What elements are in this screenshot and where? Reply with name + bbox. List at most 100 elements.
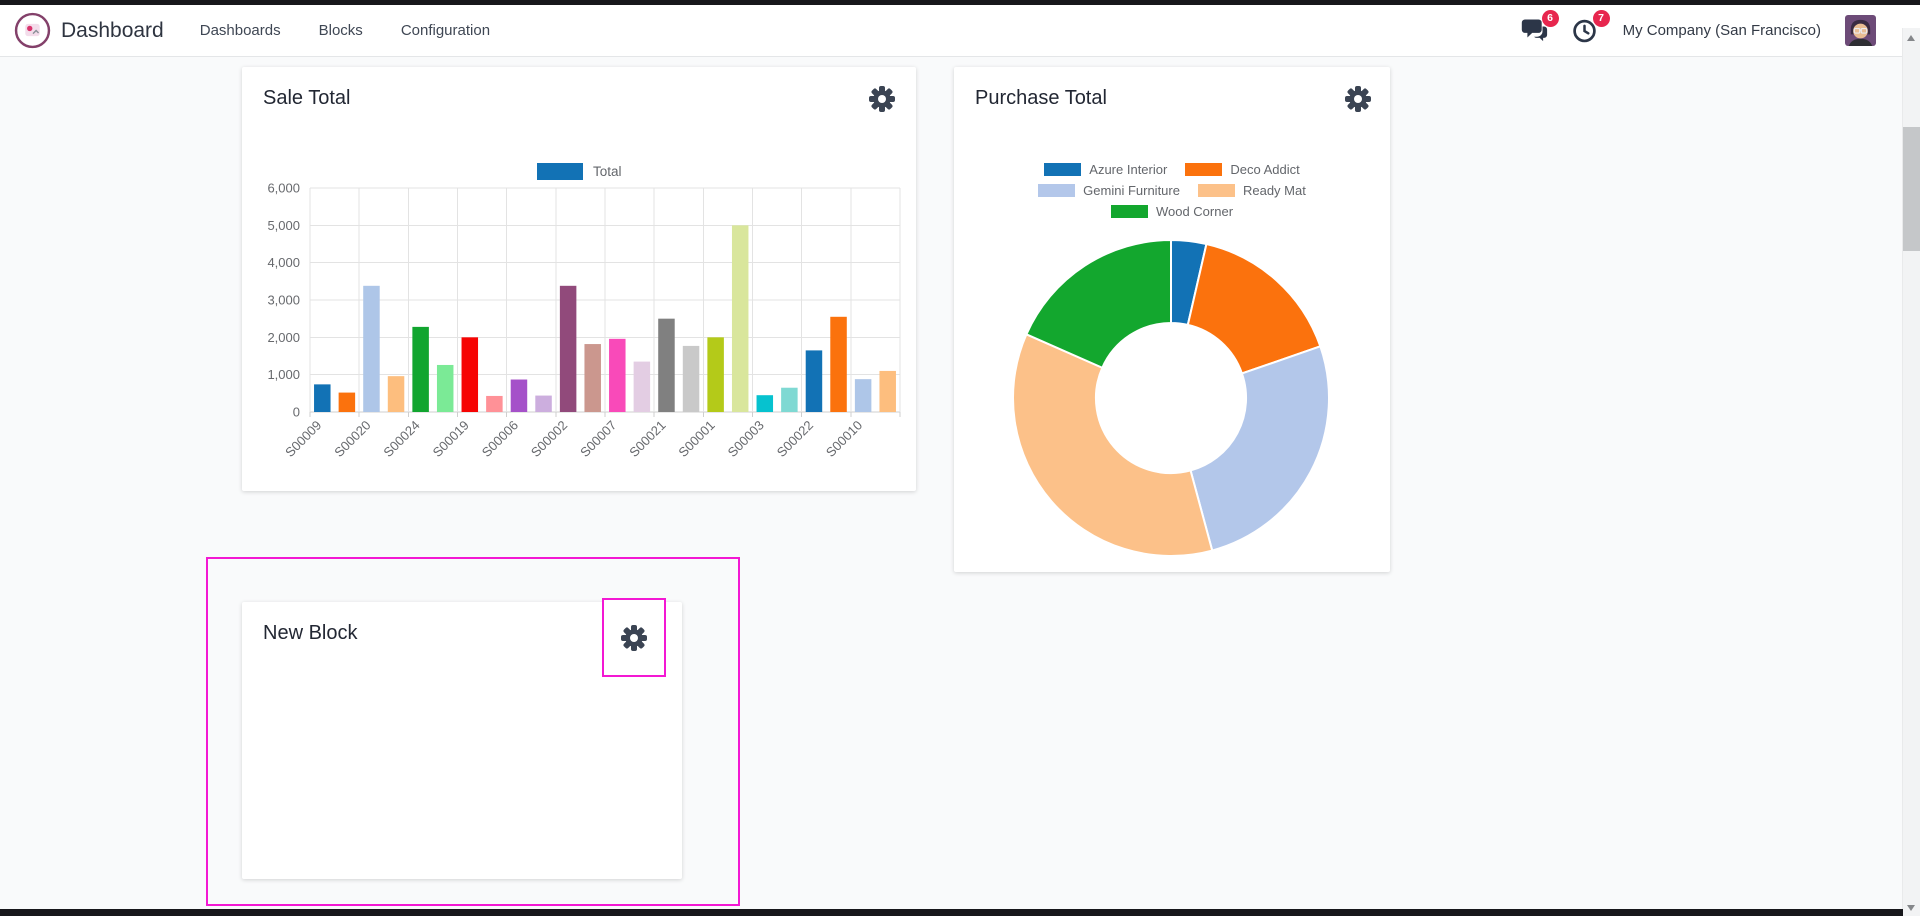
vertical-scrollbar[interactable]: [1902, 28, 1920, 916]
bar[interactable]: [658, 318, 675, 412]
bar[interactable]: [412, 326, 429, 412]
bar[interactable]: [682, 345, 700, 412]
bar[interactable]: [830, 316, 847, 412]
bar[interactable]: [486, 395, 503, 412]
x-tick-label: S00021: [626, 418, 668, 460]
menu-dashboards[interactable]: Dashboards: [199, 22, 281, 39]
messages-counter-badge: 6: [1541, 9, 1559, 27]
menu-blocks[interactable]: Blocks: [318, 22, 363, 39]
sale-total-settings-button[interactable]: [868, 85, 896, 113]
x-tick-label: S00024: [380, 418, 422, 460]
new-block-title: New Block: [263, 622, 358, 644]
gear-icon: [621, 624, 647, 651]
legend-item[interactable]: Wood Corner: [1110, 204, 1234, 219]
bar[interactable]: [559, 285, 577, 412]
legend-item[interactable]: Gemini Furniture: [1038, 183, 1180, 198]
navbar-systray: 6 7 My Company (San Francisco): [1521, 9, 1876, 46]
y-tick-label: 6,000: [267, 181, 300, 196]
x-tick-label: S00002: [528, 418, 570, 460]
bar[interactable]: [805, 350, 823, 412]
new-block-settings-button[interactable]: [620, 624, 648, 652]
scrollbar-thumb[interactable]: [1903, 127, 1920, 251]
purchase-total-settings-button[interactable]: [1344, 85, 1372, 113]
bar[interactable]: [314, 384, 331, 412]
bar[interactable]: [338, 392, 356, 412]
y-tick-label: 4,000: [267, 255, 300, 270]
bar[interactable]: [436, 364, 454, 412]
sale-total-bar-chart[interactable]: 0 1,000 2,000 3,000 4,000 5,000 6,000 S00009 S00…: [242, 67, 916, 491]
legend-item[interactable]: Deco Addict: [1185, 162, 1300, 177]
legend-item[interactable]: Ready Mat: [1197, 183, 1306, 198]
activities-counter-badge: 7: [1592, 9, 1610, 27]
legend-swatch: [1110, 205, 1148, 218]
clock-icon: [1572, 19, 1596, 42]
x-tick-label: S00019: [430, 418, 472, 460]
legend-label: Deco Addict: [1230, 162, 1300, 177]
legend-label[interactable]: Total: [593, 164, 622, 179]
window-top-edge: [0, 0, 1920, 5]
bar[interactable]: [756, 395, 774, 412]
bar[interactable]: [781, 387, 798, 412]
y-tick-label: 1,000: [267, 367, 300, 382]
legend-item[interactable]: Azure Interior: [1044, 162, 1167, 177]
gear-selection-highlight: [602, 598, 666, 677]
x-tick-label: S00009: [282, 418, 324, 460]
x-tick-label: S00022: [774, 418, 816, 460]
user-avatar[interactable]: [1845, 15, 1876, 46]
scrollbar-up-arrow-icon[interactable]: [1907, 35, 1915, 41]
bar[interactable]: [731, 225, 749, 412]
x-tick-label: S00003: [725, 418, 767, 460]
app-brand[interactable]: Dashboard: [61, 18, 164, 42]
x-tick-label: S00001: [675, 418, 717, 460]
donut-slice-deco-addict[interactable]: [1186, 243, 1322, 375]
purchase-total-legend: Azure Interior Deco Addict Gemini Furnitur…: [1007, 159, 1337, 222]
x-tick-label: S00010: [823, 418, 865, 460]
legend-label: Ready Mat: [1242, 183, 1306, 198]
bar[interactable]: [461, 337, 479, 412]
legend-label: Gemini Furniture: [1083, 183, 1180, 198]
sale-total-title: Sale Total: [263, 87, 351, 109]
legend-swatch: [1038, 184, 1076, 197]
legend-label: Wood Corner: [1155, 204, 1234, 219]
activities-button[interactable]: 7: [1572, 9, 1610, 44]
user-avatar-image: [1845, 15, 1876, 46]
y-tick-label: 5,000: [267, 218, 300, 233]
app-logo-icon[interactable]: [14, 12, 51, 49]
company-switcher[interactable]: My Company (San Francisco): [1622, 22, 1821, 39]
donut-slice-wood-corner[interactable]: [1025, 239, 1172, 369]
bar[interactable]: [363, 285, 380, 412]
bar[interactable]: [707, 337, 724, 412]
x-tick-label: S00007: [577, 418, 619, 460]
bar[interactable]: [387, 376, 405, 412]
y-tick-label: 2,000: [267, 330, 300, 345]
donut-slice-gemini-furniture[interactable]: [1189, 345, 1330, 552]
gear-icon: [869, 86, 895, 112]
donut-slice-ready-mat[interactable]: [1012, 333, 1214, 557]
legend-swatch[interactable]: [537, 163, 583, 180]
bar[interactable]: [584, 344, 601, 412]
bar[interactable]: [854, 379, 872, 412]
legend-swatch: [1197, 184, 1235, 197]
bar[interactable]: [510, 379, 528, 412]
dashboard-block-sale-total: Sale Total 0 1,000 2,000 3,000 4,000 5,000 6,0…: [242, 67, 916, 491]
bar[interactable]: [633, 361, 651, 412]
chat-bubbles-icon: [1521, 19, 1547, 41]
menu-configuration[interactable]: Configuration: [400, 22, 491, 39]
messages-button[interactable]: 6: [1521, 9, 1559, 44]
y-tick-label: 0: [293, 405, 300, 420]
top-navbar: Dashboard Dashboards Blocks Configuratio…: [0, 5, 1920, 57]
x-tick-label: S00006: [479, 418, 521, 460]
dashboard-block-purchase-total: Purchase Total Azure Interior Deco Addict…: [954, 67, 1390, 572]
purchase-total-donut-chart[interactable]: [954, 67, 1390, 572]
dashboard-app-icon: [14, 12, 51, 49]
y-tick-label: 3,000: [267, 293, 300, 308]
bar[interactable]: [535, 395, 552, 412]
gear-icon: [1345, 86, 1371, 112]
bar[interactable]: [609, 338, 626, 412]
scrollbar-down-arrow-icon[interactable]: [1907, 905, 1915, 911]
bar[interactable]: [879, 370, 896, 412]
main-menu: Dashboards Blocks Configuration: [200, 16, 490, 45]
legend-label: Azure Interior: [1089, 162, 1168, 177]
legend-swatch: [1185, 163, 1223, 176]
